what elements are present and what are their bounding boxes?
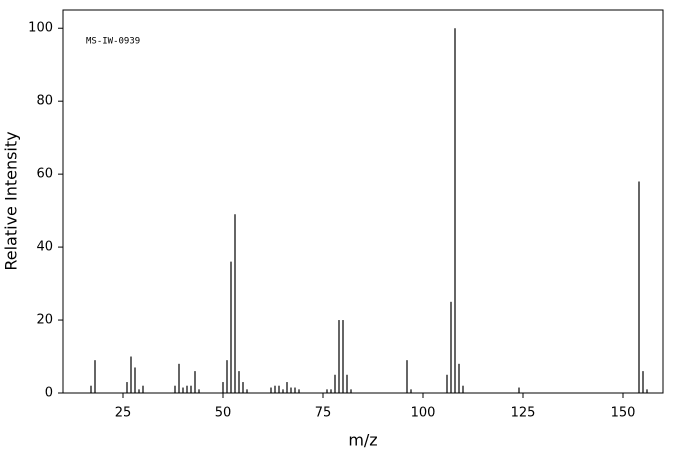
y-tick-label: 60 (36, 167, 53, 182)
y-tick-label: 0 (45, 386, 53, 401)
y-tick-label: 40 (36, 240, 53, 255)
x-tick-label: 50 (215, 406, 232, 421)
x-axis-label: m/z (348, 431, 377, 450)
x-tick-label: 75 (315, 406, 332, 421)
y-tick-label: 80 (36, 94, 53, 109)
x-tick-label: 125 (511, 406, 536, 421)
x-tick-label: 25 (115, 406, 132, 421)
y-axis-label: Relative Intensity (2, 131, 21, 270)
annotation: MS-IW-0939 (86, 37, 140, 47)
y-tick-label: 20 (36, 313, 53, 328)
x-tick-label: 150 (611, 406, 636, 421)
plot-frame (62, 9, 664, 394)
x-tick-label: 100 (411, 406, 436, 421)
y-tick-label: 100 (28, 21, 53, 36)
